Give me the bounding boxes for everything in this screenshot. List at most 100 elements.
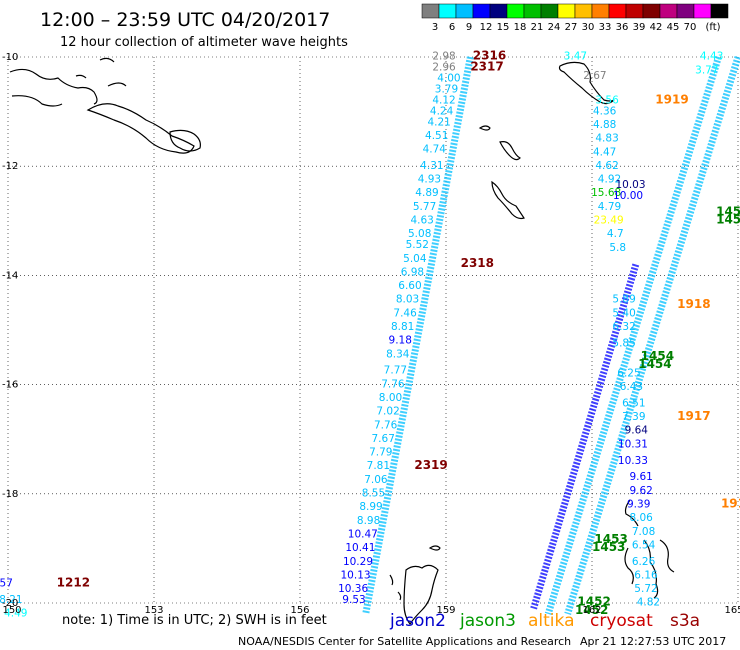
wave-height-value: 5.08 [408,228,431,240]
wave-height-value: 4.93 [418,174,441,186]
wave-height-value: 2.96 [432,62,456,74]
wave-height-value: 9.53 [342,594,365,606]
colorscale-swatch [489,3,508,19]
colorscale-label: 33 [599,22,612,33]
y-tick-label: -16 [2,380,18,391]
colorscale-label: 3 [432,22,438,33]
coastlines [9,57,675,626]
colorscale-swatch [421,3,440,19]
colorscale-swatch [523,3,542,19]
wave-height-value: 4.12 [432,94,455,106]
colorscale-label: 6 [449,22,455,33]
wave-height-value: 4.36 [593,105,617,117]
wave-height-value: 6.51 [622,397,645,409]
colorscale-label: 42 [650,22,663,33]
colorscale-label: 30 [582,22,595,33]
colorscale-swatch [438,3,457,19]
wave-height-value: 10.03 [615,179,645,191]
colorscale-swatch [608,3,627,19]
wave-height-value: 7.46 [393,307,417,319]
wave-height-value: 23.49 [594,215,624,227]
wave-height-value: 9.62 [629,485,652,497]
wave-height-value: 4.21 [427,116,450,128]
pass-time-label: 1452 [575,603,608,617]
wave-height-value: 3.47 [564,51,587,63]
wave-height-value: 8.55 [362,488,385,500]
wave-height-value: 3.79 [435,83,458,95]
satellite-track [362,56,474,615]
colorscale-swatch [625,3,644,19]
satellite-legend: jason2 jason3 altika cryosat s3a [389,611,700,631]
wave-height-value: 4.00 [437,73,460,85]
wave-height-value: 7.79 [369,447,392,459]
colorscale-label: 18 [514,22,527,33]
wave-height-labels: 2.982.964.003.794.124.244.21 4.51 4.74 4.31… [0,51,723,620]
wave-height-value: 4.7 [607,228,624,240]
wave-height-value: 8.03 [396,294,419,306]
wave-height-value: 10.57 [0,578,13,590]
wave-height-value: 2.67 [583,70,606,82]
wave-height-value: 3.56 [595,94,619,106]
footer-credit: NOAA/NESDIS Center for Satellite Applica… [238,635,571,648]
footer-timestamp: Apr 21 12:27:53 UTC 2017 [580,635,726,648]
colorscale-label: 45 [667,22,680,33]
x-tick-label: 156 [290,605,309,616]
wave-height-value: 10.33 [618,455,648,467]
wave-height-value: 7.39 [622,411,645,423]
colorscale-label: 9 [466,22,472,33]
x-tick-label: 159 [436,605,455,616]
wave-height-value: 4.51 [425,130,448,142]
wave-height-value: 6.60 [398,280,421,292]
pass-time-label: 1453 [592,540,625,554]
wave-height-value: 9.64 [625,425,649,437]
note-text: note: 1) Time is in UTC; 2) SWH is in fe… [62,613,327,628]
wave-height-value: 10.29 [343,556,373,568]
wave-height-value: 8.99 [359,501,382,513]
colorscale-label: 21 [531,22,544,33]
wave-height-value: 6.43 [620,381,643,393]
wave-height-value: 10.41 [345,542,375,554]
pass-time-label: 2318 [461,256,494,270]
colorscale-swatch [591,3,610,19]
wave-height-value: 4.83 [595,133,618,145]
wave-height-value: 3.77 [695,64,718,76]
wave-height-value: 8.06 [629,512,653,524]
wave-height-value: 6.25 [617,367,640,379]
wave-height-value: 2.98 [432,51,455,63]
wave-height-value: 9.39 [627,498,650,510]
wave-height-value: 10.00 [613,190,643,202]
wave-height-value: 10.47 [348,528,378,540]
satellite-track [544,55,722,615]
wave-height-value: 7.06 [364,474,388,486]
wave-height-value: 5.72 [634,583,657,595]
y-tick-label: -14 [2,270,18,281]
colorscale-swatch [642,3,661,19]
pass-time-label: 1917 [677,409,710,423]
wave-height-value: 4.74 [423,144,447,156]
wave-height-value: 4.82 [637,597,660,609]
wave-height-value: 7.02 [376,406,399,418]
color-scale-legend: 3 6 9 12 15 18 21 24 27 30 33 36 39 42 45 70 (ft) [421,3,729,33]
wave-height-value: 7.67 [372,433,395,445]
wave-height-value: 5.40 [612,307,635,319]
colorscale-label: 12 [480,22,493,33]
chart-subtitle: 12 hour collection of altimeter wave hei… [60,35,348,50]
satellite-tracks [362,55,740,615]
wave-height-value: 5.85 [612,337,635,349]
colorscale-swatch [676,3,695,19]
pass-time-label: 1455 [716,213,740,227]
wave-height-value: 10.31 [618,438,648,450]
wave-height-value: 8.81 [391,321,414,333]
wave-height-value: 6.32 [612,321,635,333]
satellite-track [530,263,640,610]
wave-height-value: 8.98 [357,515,380,527]
colorscale-label: 27 [565,22,578,33]
x-tick-label: 153 [144,605,163,616]
y-tick-label: -10 [2,52,18,63]
wave-height-value: 6.54 [632,539,656,551]
colorscale-label: 24 [548,22,561,33]
colorscale-swatch [710,3,729,19]
wave-height-value: 7.77 [384,365,407,377]
